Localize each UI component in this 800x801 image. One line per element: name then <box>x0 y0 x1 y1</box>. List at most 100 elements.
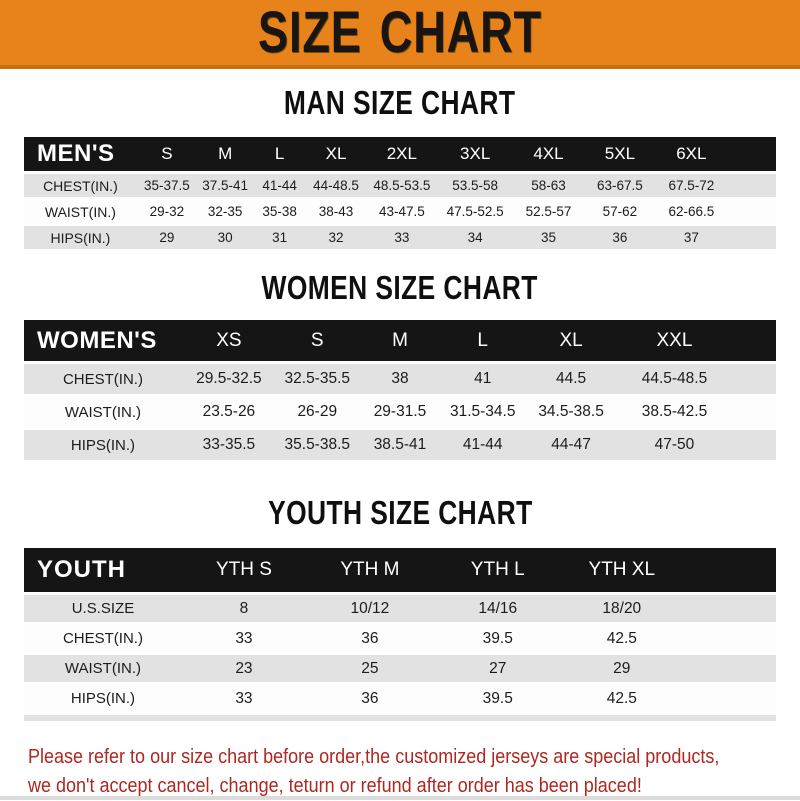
size-value-cell: 38.5-41 <box>358 430 442 460</box>
row-filler <box>727 226 776 249</box>
size-value-cell: 29.5-32.5 <box>181 364 276 394</box>
size-value-cell: 42.5 <box>561 625 682 652</box>
men-size-header: L <box>253 137 306 171</box>
banner-title: SIZE CHART <box>258 0 542 65</box>
size-chart-banner: SIZE CHART <box>0 0 800 69</box>
order-notice-line1: Please refer to our size chart before or… <box>28 746 720 768</box>
women-size-header: S <box>275 320 359 361</box>
size-value-cell: 44.5 <box>524 364 619 394</box>
size-value-cell: 38.5-42.5 <box>618 397 731 427</box>
youth-size-header: YTH L <box>433 548 562 592</box>
row-label-cell: HIPS(IN.) <box>24 685 182 712</box>
women-size-header: XXL <box>618 320 731 361</box>
row-filler <box>681 595 776 622</box>
size-value-cell: 47-50 <box>618 430 731 460</box>
table-row: CHEST(IN.) 33 36 39.5 42.5 <box>24 625 776 652</box>
size-value-cell: 43-47.5 <box>366 200 438 223</box>
row-label-cell: CHEST(IN.) <box>24 364 182 394</box>
size-value-cell: 29 <box>561 655 682 682</box>
table-row: HIPS(IN.) 29 30 31 32 33 34 35 36 37 <box>24 226 776 249</box>
women-header-row: WOMEN'S XS S M L XL XXL <box>24 320 776 361</box>
row-label-cell: HIPS(IN.) <box>24 226 137 249</box>
size-value-cell: 32-35 <box>196 200 254 223</box>
size-value-cell: 42.5 <box>561 685 682 712</box>
size-value-cell: 58-63 <box>512 174 585 197</box>
row-filler <box>730 397 776 427</box>
header-filler <box>727 137 776 171</box>
row-label-cell: HIPS(IN.) <box>24 430 182 460</box>
youth-size-header: YTH S <box>181 548 306 592</box>
order-notice-line2: we don't accept cancel, change, teturn o… <box>28 775 642 797</box>
youth-size-header: YTH M <box>305 548 434 592</box>
youth-header-label: YOUTH <box>24 548 182 592</box>
size-value-cell: 35-37.5 <box>136 174 197 197</box>
size-value-cell: 62-66.5 <box>655 200 728 223</box>
size-value-cell: 34.5-38.5 <box>524 397 619 427</box>
size-value-cell: 41 <box>441 364 525 394</box>
row-filler <box>727 174 776 197</box>
size-value-cell: 41-44 <box>441 430 525 460</box>
size-value-cell: 37.5-41 <box>196 174 254 197</box>
row-filler <box>727 200 776 223</box>
size-value-cell: 33-35.5 <box>181 430 276 460</box>
men-header-label: MEN'S <box>24 137 137 171</box>
size-value-cell: 33 <box>181 625 306 652</box>
men-size-header: 4XL <box>512 137 585 171</box>
size-value-cell: 38 <box>358 364 442 394</box>
table-row: WAIST(IN.) 23.5-26 26-29 29-31.5 31.5-34… <box>24 397 776 427</box>
table-row: HIPS(IN.) 33 36 39.5 42.5 <box>24 685 776 712</box>
row-label-cell: CHEST(IN.) <box>24 625 182 652</box>
men-section-title: MAN SIZE CHART <box>284 84 516 121</box>
row-label-cell: CHEST(IN.) <box>24 174 137 197</box>
women-header-label: WOMEN'S <box>24 320 182 361</box>
youth-size-header: YTH XL <box>561 548 682 592</box>
row-label-cell: WAIST(IN.) <box>24 397 182 427</box>
men-size-header: 5XL <box>584 137 656 171</box>
men-size-header: M <box>196 137 254 171</box>
row-filler <box>681 625 776 652</box>
men-size-header: 2XL <box>366 137 438 171</box>
men-size-header: 6XL <box>655 137 728 171</box>
size-value-cell: 23.5-26 <box>181 397 276 427</box>
size-value-cell: 35-38 <box>253 200 306 223</box>
size-value-cell: 63-67.5 <box>584 174 656 197</box>
size-value-cell: 38-43 <box>305 200 367 223</box>
row-label-cell: WAIST(IN.) <box>24 200 137 223</box>
size-value-cell: 35 <box>512 226 585 249</box>
size-value-cell: 41-44 <box>253 174 306 197</box>
row-filler <box>681 655 776 682</box>
women-section-title: WOMEN SIZE CHART <box>261 269 539 306</box>
size-value-cell: 31.5-34.5 <box>441 397 525 427</box>
size-value-cell: 35.5-38.5 <box>275 430 359 460</box>
size-value-cell: 37 <box>655 226 728 249</box>
size-value-cell: 31 <box>253 226 306 249</box>
women-size-header: M <box>358 320 442 361</box>
row-label-cell: WAIST(IN.) <box>24 655 182 682</box>
size-value-cell: 29-31.5 <box>358 397 442 427</box>
table-row: WAIST(IN.) 23 25 27 29 <box>24 655 776 682</box>
size-value-cell: 44-48.5 <box>305 174 367 197</box>
size-value-cell: 29 <box>136 226 197 249</box>
row-label-cell: U.S.SIZE <box>24 595 182 622</box>
size-value-cell: 27 <box>433 655 562 682</box>
size-value-cell: 18/20 <box>561 595 682 622</box>
men-size-header: S <box>136 137 197 171</box>
size-value-cell: 39.5 <box>433 685 562 712</box>
size-value-cell: 48.5-53.5 <box>366 174 438 197</box>
size-value-cell: 33 <box>181 685 306 712</box>
size-value-cell: 26-29 <box>275 397 359 427</box>
size-value-cell: 30 <box>196 226 254 249</box>
size-value-cell: 36 <box>305 685 434 712</box>
size-value-cell: 47.5-52.5 <box>437 200 513 223</box>
size-value-cell: 8 <box>181 595 306 622</box>
table-row: WAIST(IN.) 29-32 32-35 35-38 38-43 43-47… <box>24 200 776 223</box>
men-header-row: MEN'S S M L XL 2XL 3XL 4XL 5XL 6XL <box>24 137 776 171</box>
size-value-cell: 32 <box>305 226 367 249</box>
size-value-cell: 44-47 <box>524 430 619 460</box>
men-size-header: 3XL <box>437 137 513 171</box>
size-value-cell: 36 <box>305 625 434 652</box>
size-value-cell: 29-32 <box>136 200 197 223</box>
order-notice: Please refer to our size chart before or… <box>0 743 800 801</box>
size-value-cell: 32.5-35.5 <box>275 364 359 394</box>
row-filler <box>730 430 776 460</box>
